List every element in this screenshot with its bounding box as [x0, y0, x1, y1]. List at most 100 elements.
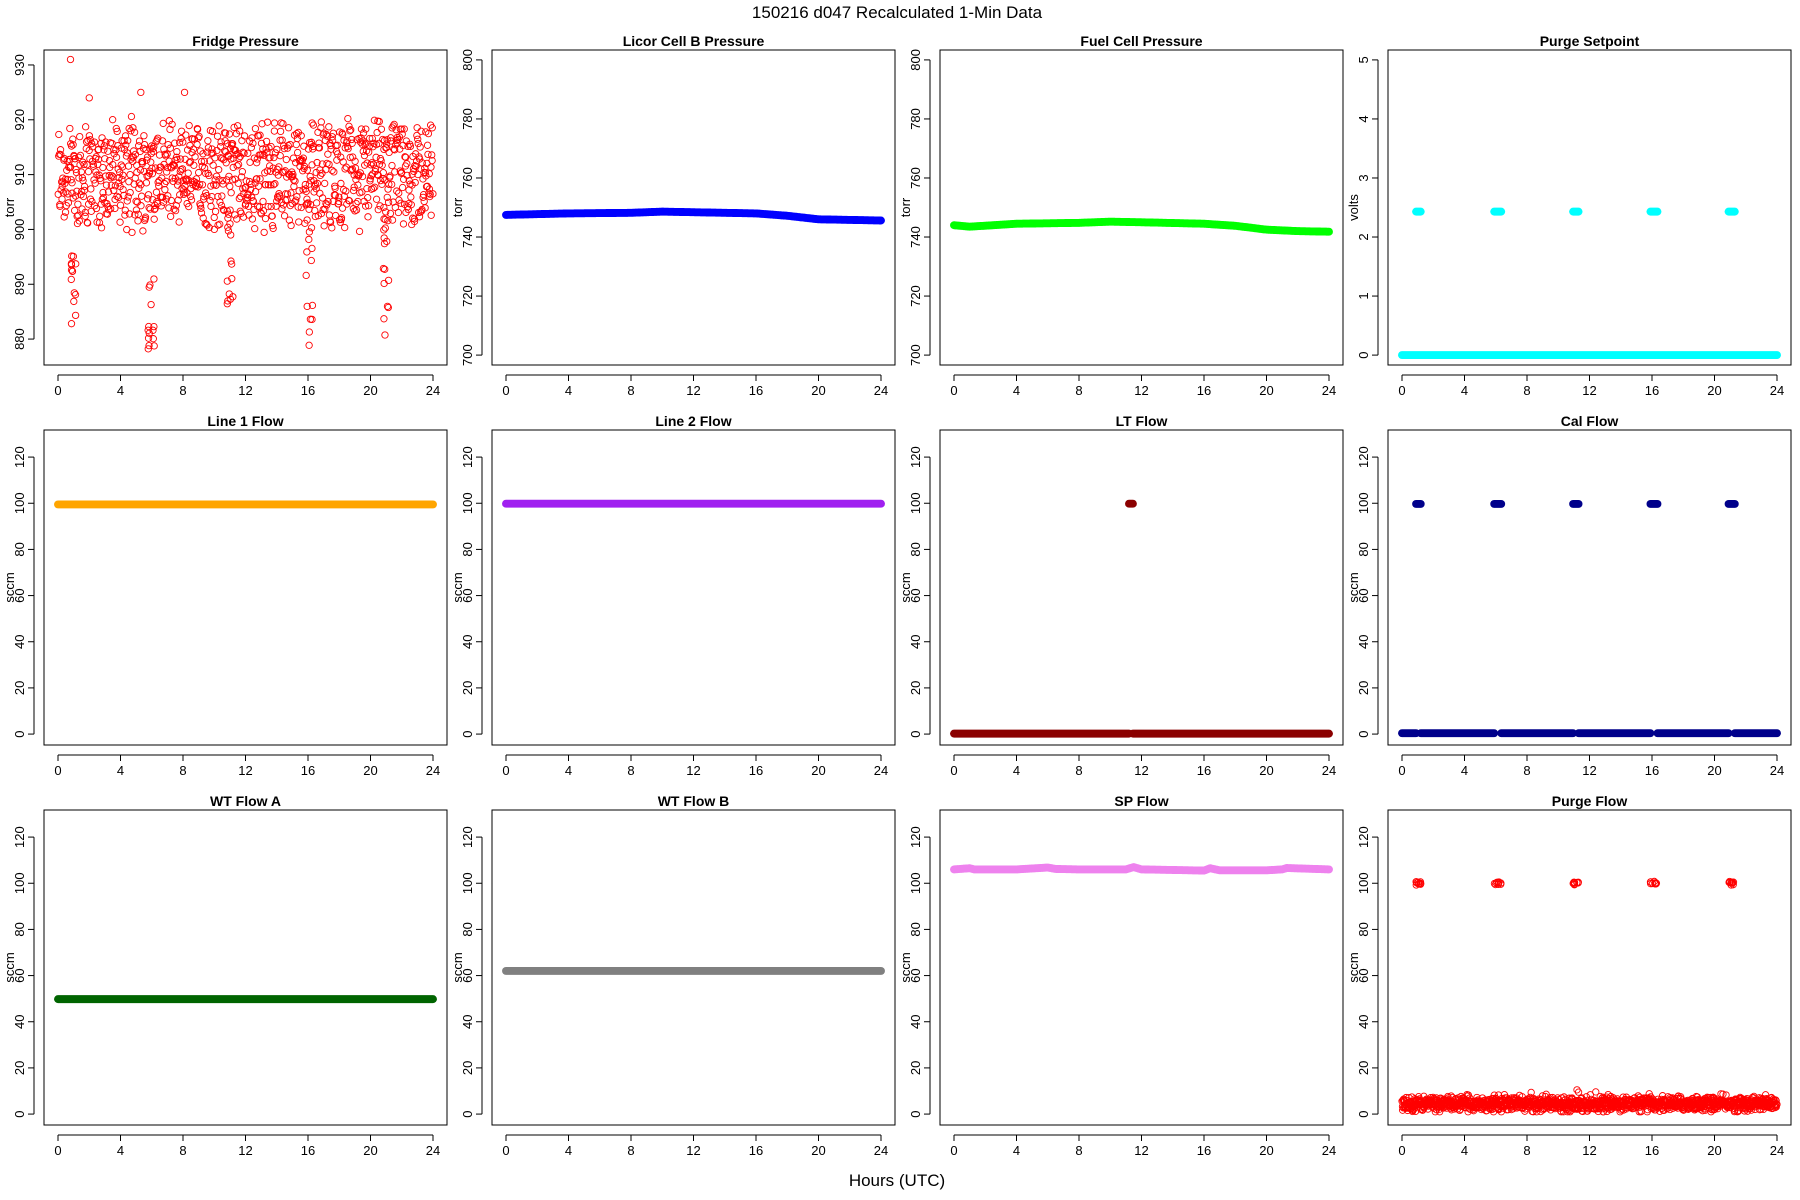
data-point	[112, 124, 120, 133]
x-tick-label: 8	[1523, 763, 1530, 778]
y-tick-label: 0	[1356, 730, 1371, 737]
data-point	[427, 211, 435, 219]
data-point	[254, 132, 263, 140]
data-point	[383, 193, 391, 202]
x-tick-label: 16	[1197, 1143, 1211, 1158]
data-point	[244, 149, 252, 157]
data-point	[129, 157, 137, 165]
x-tick-label: 0	[1398, 763, 1405, 778]
data-point	[426, 190, 434, 198]
data-point	[222, 159, 230, 167]
y-tick-label: 920	[12, 109, 27, 131]
data-point	[315, 144, 324, 152]
data-point	[355, 171, 363, 179]
y-tick-label: 40	[12, 1015, 27, 1029]
data-point	[219, 205, 227, 214]
data-point	[157, 202, 165, 210]
data-point	[351, 207, 359, 215]
y-tick-label: 40	[1356, 635, 1371, 649]
data-point	[142, 179, 151, 187]
data-point	[357, 125, 366, 133]
data-point	[122, 141, 130, 149]
data-point	[173, 155, 181, 164]
y-tick-label: 760	[908, 167, 923, 189]
plot-frame	[1387, 49, 1792, 366]
data-point	[425, 170, 433, 178]
panel-title: Fuel Cell Pressure	[1080, 33, 1202, 49]
data-point	[131, 211, 139, 219]
y-tick-label: 60	[460, 968, 475, 982]
x-tick-label: 16	[301, 1143, 315, 1158]
data-point	[413, 124, 421, 132]
data-point	[331, 191, 340, 199]
data-point	[148, 164, 156, 173]
data-point	[331, 184, 339, 192]
x-tick-label: 12	[1134, 1143, 1148, 1158]
data-point	[66, 124, 74, 133]
plot-frame	[491, 429, 896, 746]
data-point	[407, 201, 415, 209]
data-point	[87, 185, 95, 193]
data-point	[137, 192, 146, 200]
data-point	[284, 141, 292, 150]
data-point	[1527, 1088, 1535, 1097]
y-tick-label: 60	[460, 588, 475, 602]
x-tick-label: 4	[117, 763, 124, 778]
data-point	[276, 152, 284, 160]
y-tick-label: 20	[12, 681, 27, 695]
data-point	[261, 214, 270, 223]
data-point	[378, 161, 386, 169]
x-tick-label: 16	[301, 763, 315, 778]
data-point	[248, 215, 257, 223]
data-point	[117, 161, 125, 169]
data-point	[223, 176, 231, 184]
data-point	[105, 171, 113, 180]
data-point	[204, 144, 213, 152]
data-point	[227, 257, 235, 265]
plot-frame	[939, 429, 1344, 746]
data-point	[318, 194, 327, 202]
data-point	[340, 136, 348, 145]
data-point	[134, 217, 142, 225]
data-point	[226, 144, 235, 153]
data-point	[86, 155, 94, 163]
data-point	[216, 220, 224, 228]
data-point	[55, 130, 63, 139]
data-point	[104, 188, 113, 196]
data-point	[329, 129, 338, 137]
data-point	[269, 224, 277, 233]
x-tick-label: 0	[950, 383, 957, 398]
data-point	[99, 188, 107, 197]
data-point	[1647, 878, 1655, 886]
x-tick-label: 24	[426, 763, 440, 778]
data-point	[400, 125, 408, 133]
data-point	[166, 144, 174, 152]
data-point	[233, 162, 241, 170]
x-tick-label: 8	[1075, 763, 1082, 778]
data-point	[251, 124, 260, 133]
data-point	[289, 154, 298, 162]
data-point	[155, 177, 163, 185]
data-point	[303, 248, 311, 256]
y-tick-label: 80	[908, 922, 923, 936]
data-point	[99, 163, 107, 172]
y-tick-label: 40	[1356, 1015, 1371, 1029]
data-point	[57, 151, 65, 159]
data-point	[240, 132, 249, 140]
data-point	[239, 148, 247, 156]
data-point	[219, 177, 227, 185]
y-tick-label: 20	[908, 1061, 923, 1075]
data-point	[383, 136, 391, 144]
data-point	[121, 206, 129, 214]
data-point	[58, 195, 66, 203]
data-point	[197, 209, 206, 217]
data-point	[305, 228, 314, 236]
data-point	[150, 142, 158, 151]
data-point	[150, 205, 159, 214]
y-tick-label: 100	[460, 492, 475, 514]
y-axis-label: sccm	[1346, 952, 1361, 982]
plot-frame	[939, 809, 1344, 1126]
y-tick-label: 880	[12, 328, 27, 350]
data-point	[60, 213, 68, 221]
y-axis-label: sccm	[898, 952, 913, 982]
